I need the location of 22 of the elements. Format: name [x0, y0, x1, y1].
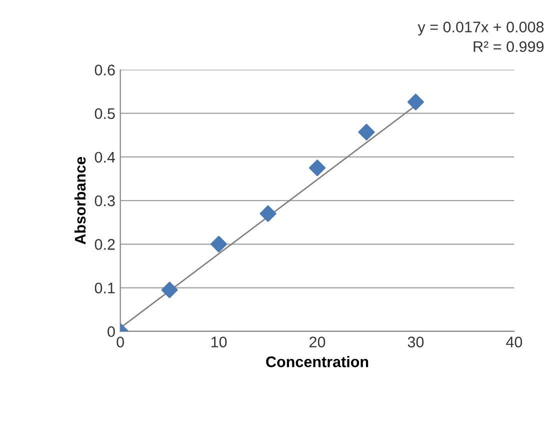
- x-tick-label: 20: [310, 336, 326, 348]
- point: [358, 124, 375, 140]
- y-tick-label: 0.1: [94, 282, 115, 294]
- y-tick-label: 0: [108, 326, 115, 338]
- x-tick-label: 40: [506, 336, 522, 348]
- text: R² = 0.999: [474, 41, 544, 52]
- text: y = 0.017x + 0.008: [418, 22, 544, 36]
- y-tick-label: 0.4: [94, 152, 116, 163]
- x-axis-title: Concentration: [266, 356, 368, 368]
- y-tick-label: 0.5: [94, 108, 115, 120]
- x-tick-label: 30: [408, 336, 424, 348]
- point: [308, 160, 326, 176]
- point: [260, 205, 276, 222]
- y-axis-title: Absorbance: [74, 156, 86, 244]
- y-tick-label: 0.6: [94, 64, 115, 76]
- point: [161, 282, 178, 298]
- point: [210, 236, 228, 252]
- x-tick-label: 10: [211, 336, 227, 348]
- y-tick-label: 0.2: [94, 239, 115, 250]
- x-tick-label: 0: [116, 336, 124, 348]
- y-tick-label: 0.3: [94, 195, 115, 206]
- point: [407, 94, 424, 110]
